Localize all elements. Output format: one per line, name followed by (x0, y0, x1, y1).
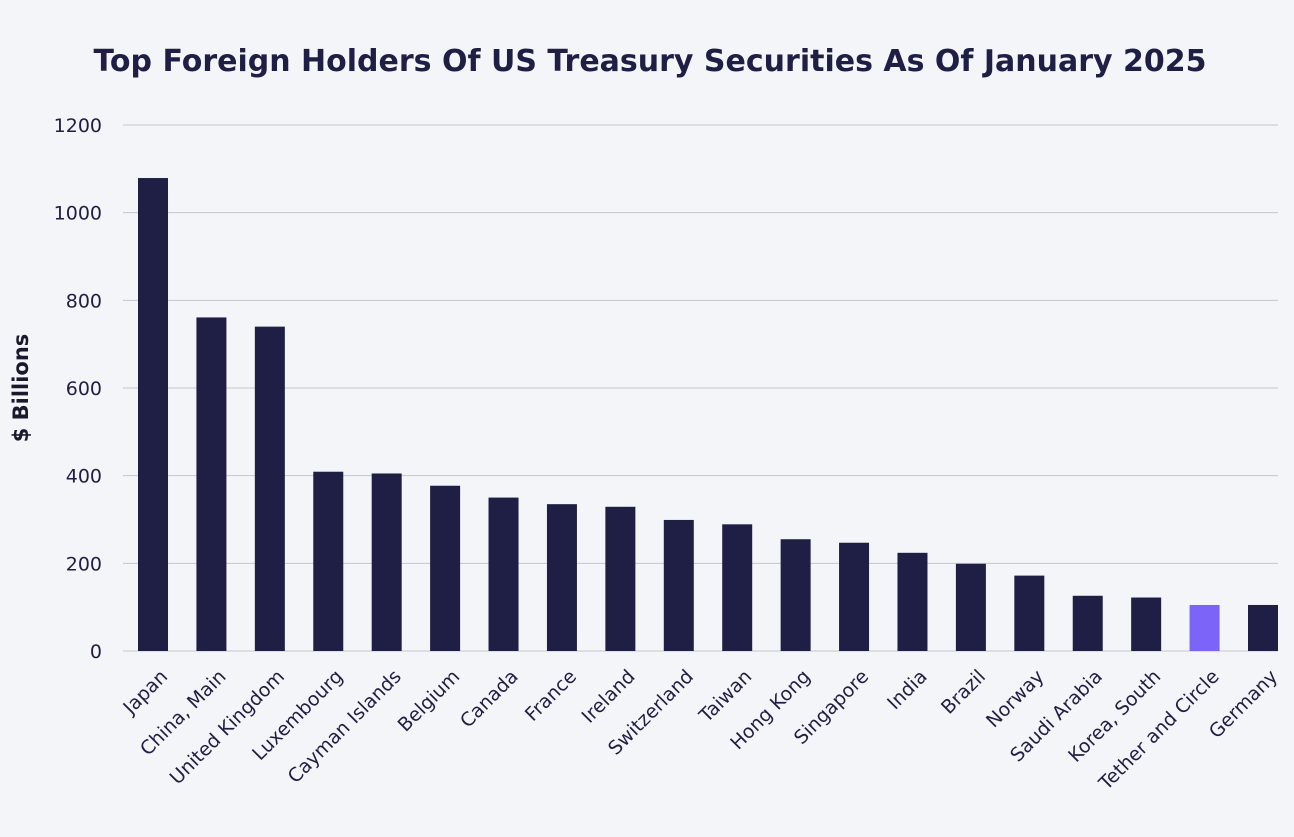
y-tick-label: 400 (66, 466, 102, 488)
bar (955, 563, 986, 651)
bar (254, 326, 285, 651)
bar (722, 524, 753, 651)
bar (897, 552, 928, 651)
bar (430, 485, 461, 651)
chart-title: Top Foreign Holders Of US Treasury Secur… (93, 44, 1206, 79)
bar (663, 519, 694, 651)
bar (605, 506, 636, 651)
x-tick-label: Canada (456, 666, 523, 733)
bar (1189, 604, 1220, 651)
x-tick-label: Brazil (937, 666, 990, 719)
y-tick-label: 600 (66, 378, 102, 400)
bar (371, 473, 402, 651)
y-tick-label: 1200 (54, 115, 102, 137)
x-tick-label: India (883, 666, 932, 715)
x-tick-label: Japan (118, 666, 172, 720)
bar (780, 539, 811, 651)
bar (1072, 595, 1103, 651)
x-tick-label: France (521, 666, 581, 726)
gridlines (123, 124, 1278, 652)
bar (138, 178, 168, 651)
y-tick-label: 0 (90, 641, 102, 663)
bar (488, 497, 519, 651)
bar (313, 471, 344, 651)
bar (1131, 597, 1162, 651)
x-tick-label: Belgium (394, 666, 465, 737)
y-tick-label: 200 (66, 553, 102, 575)
bar (546, 504, 577, 651)
y-axis-ticks: 0 200 400 600 800 1000 1200 (54, 115, 102, 663)
y-axis-label: $ Billions (9, 334, 33, 443)
bar (839, 542, 870, 651)
bar (1014, 575, 1045, 651)
y-tick-label: 1000 (54, 203, 102, 225)
x-tick-label: Cayman Islands (284, 666, 406, 788)
bars (138, 178, 1278, 651)
y-tick-label: 800 (66, 290, 102, 312)
bar (196, 317, 227, 651)
bar (1248, 604, 1278, 651)
